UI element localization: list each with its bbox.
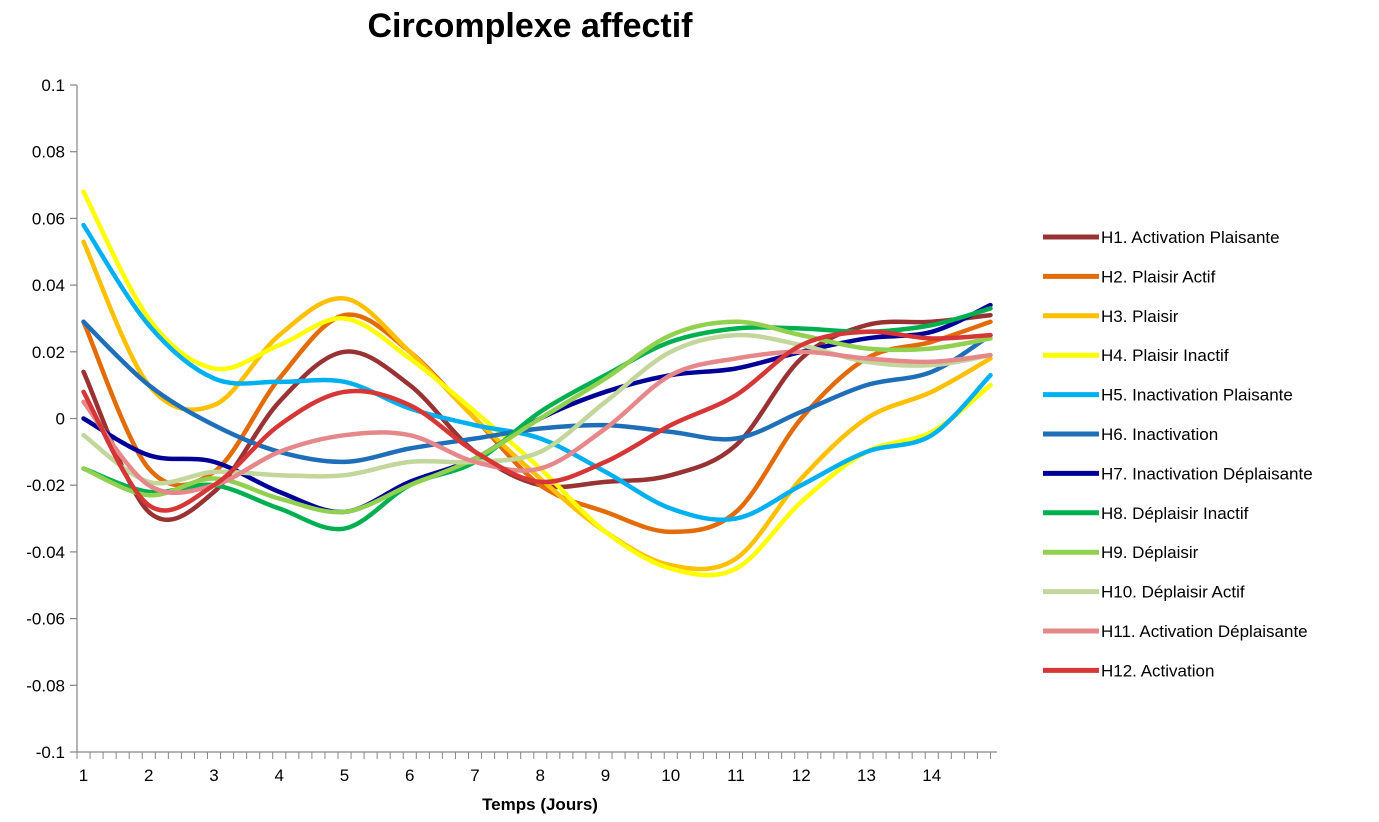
y-tick-label: 0.08 bbox=[32, 143, 65, 162]
x-axis-title: Temps (Jours) bbox=[482, 795, 598, 814]
x-tick-label: 2 bbox=[144, 766, 153, 785]
x-tick-label: 1 bbox=[79, 766, 88, 785]
legend-label: H10. Déplaisir Actif bbox=[1101, 583, 1245, 602]
y-tick-label: 0.1 bbox=[41, 76, 65, 95]
y-tick-label: -0.04 bbox=[26, 543, 65, 562]
legend: H1. Activation Plaisante H2. Plaisir Acti… bbox=[1043, 228, 1313, 680]
series-line-h8 bbox=[81, 306, 993, 532]
legend-label: H9. Déplaisir bbox=[1101, 543, 1199, 562]
x-tick-label: 9 bbox=[601, 766, 610, 785]
y-tick-label: -0.1 bbox=[36, 743, 65, 762]
legend-label: H3. Plaisir bbox=[1101, 307, 1179, 326]
series-line-h5 bbox=[81, 222, 993, 523]
y-tick-label: -0.08 bbox=[26, 676, 65, 695]
legend-label: H8. Déplaisir Inactif bbox=[1101, 504, 1249, 523]
legend-label: H7. Inactivation Déplaisante bbox=[1101, 464, 1313, 483]
y-axis: 0.1 0.08 0.06 0.04 0.02 0 -0.02 -0.04 -0.06 -0.08… bbox=[26, 76, 78, 762]
x-tick-label: 7 bbox=[470, 766, 479, 785]
series-line-h3 bbox=[81, 239, 993, 572]
series-line-h11 bbox=[81, 349, 993, 496]
x-tick-label: 6 bbox=[405, 766, 414, 785]
series-lines bbox=[81, 189, 993, 578]
y-tick-label: 0.04 bbox=[32, 276, 65, 295]
y-tick-label: 0 bbox=[56, 410, 65, 429]
x-tick-label: 4 bbox=[275, 766, 284, 785]
legend-label: H2. Plaisir Actif bbox=[1101, 267, 1216, 286]
x-tick-label: 3 bbox=[209, 766, 218, 785]
legend-label: H1. Activation Plaisante bbox=[1101, 228, 1280, 247]
x-tick-label: 14 bbox=[922, 766, 941, 785]
series-line-h4 bbox=[81, 189, 993, 578]
legend-label: H6. Inactivation bbox=[1101, 425, 1218, 444]
y-tick-label: -0.02 bbox=[26, 476, 65, 495]
chart-title: Circomplexe affectif bbox=[368, 7, 694, 45]
legend-label: H11. Activation Déplaisante bbox=[1101, 622, 1308, 641]
y-tick-label: 0.02 bbox=[32, 343, 65, 362]
y-tick-label: 0.06 bbox=[32, 209, 65, 228]
series-line-h6 bbox=[81, 319, 993, 465]
legend-label: H12. Activation bbox=[1101, 661, 1214, 680]
x-axis: 1 2 3 4 5 6 7 8 9 10 11 12 13 14 bbox=[76, 751, 997, 785]
x-tick-label: 11 bbox=[727, 766, 745, 785]
x-tick-label: 12 bbox=[792, 766, 811, 785]
legend-label: H5. Inactivation Plaisante bbox=[1101, 386, 1293, 405]
x-tick-label: 10 bbox=[661, 766, 680, 785]
legend-label: H4. Plaisir Inactif bbox=[1101, 346, 1229, 365]
x-tick-label: 5 bbox=[340, 766, 349, 785]
series-line-h12 bbox=[81, 329, 993, 513]
series-line-h9 bbox=[81, 319, 993, 515]
x-tick-label: 8 bbox=[536, 766, 545, 785]
y-tick-label: -0.06 bbox=[26, 610, 65, 629]
x-tick-label: 13 bbox=[857, 766, 876, 785]
